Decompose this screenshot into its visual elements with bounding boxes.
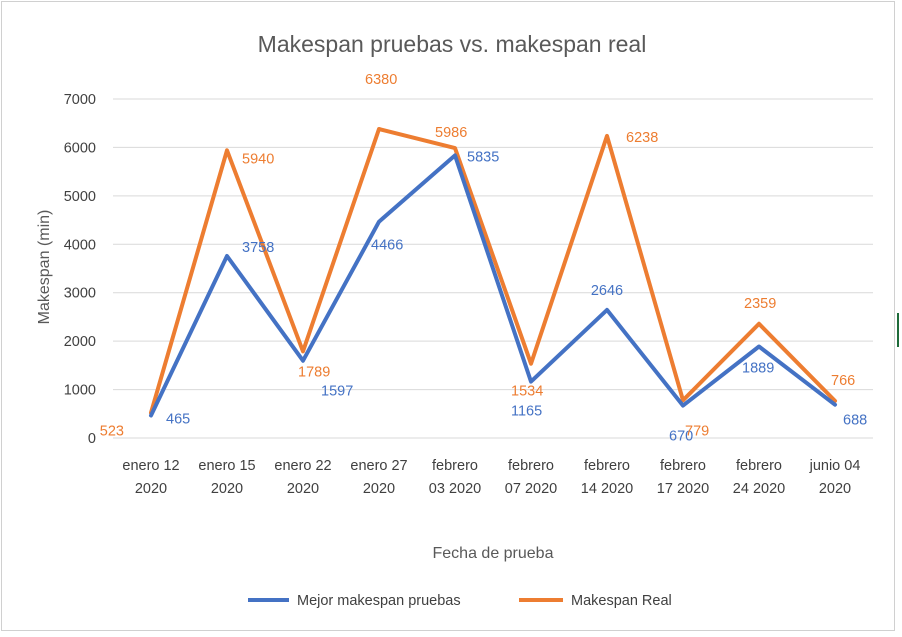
data-label: 6380	[365, 72, 397, 88]
x-tick-label: febrero 07 2020	[505, 458, 557, 497]
series-line-mejor-makespan	[149, 153, 837, 418]
data-label: 4466	[371, 238, 403, 254]
y-tick-label: 0	[88, 431, 96, 447]
y-tick-label: 1000	[64, 383, 96, 399]
data-label: 3758	[242, 240, 274, 256]
x-tick-labels: enero 12 2020 enero 15 2020 enero 22 2020 ener…	[122, 458, 860, 497]
data-label: 2646	[591, 283, 623, 299]
data-label: 670	[669, 429, 693, 445]
x-tick-label: junio 04 2020	[809, 458, 861, 497]
data-label: 1597	[321, 384, 353, 400]
data-label: 1534	[511, 384, 543, 400]
y-tick-label: 2000	[64, 334, 96, 350]
data-label: 688	[843, 413, 867, 429]
data-label: 6238	[626, 130, 658, 146]
data-label: 5986	[435, 125, 467, 141]
x-tick-label: febrero 03 2020	[429, 458, 481, 497]
x-axis-label: Fecha de prueba	[433, 545, 554, 562]
data-label: 1789	[298, 364, 330, 380]
data-label: 2359	[744, 296, 776, 312]
y-axis-label: Makespan (min)	[36, 210, 53, 325]
data-label: 5940	[242, 151, 274, 167]
y-tick-label: 4000	[64, 237, 96, 253]
legend-label: Makespan Real	[571, 593, 672, 609]
x-tick-label: enero 22 2020	[274, 458, 331, 497]
x-tick-label: febrero 14 2020	[581, 458, 633, 497]
chart-title: Makespan pruebas vs. makespan real	[258, 31, 647, 57]
data-label: 1889	[742, 361, 774, 377]
gridlines	[113, 98, 873, 439]
x-tick-label: febrero 17 2020	[657, 458, 709, 497]
data-label: 779	[685, 423, 709, 439]
y-tick-label: 6000	[64, 140, 96, 156]
y-tick-label: 5000	[64, 189, 96, 205]
data-labels: 465 3758 1597 4466 5835 1165 2646 670 1889 688 523…	[100, 72, 867, 445]
y-tick-label: 3000	[64, 286, 96, 302]
data-label: 523	[100, 424, 124, 440]
data-label: 5835	[467, 149, 499, 165]
y-tick-labels: 0 1000 2000 3000 4000 5000 6000 7000	[64, 92, 96, 447]
series-lines	[149, 127, 837, 418]
data-label: 465	[166, 411, 190, 427]
data-label: 766	[831, 373, 855, 389]
y-tick-label: 7000	[64, 92, 96, 108]
legend-label: Mejor makespan pruebas	[297, 593, 461, 609]
x-tick-label: febrero 24 2020	[733, 458, 785, 497]
x-tick-label: enero 27 2020	[350, 458, 407, 497]
series-line-makespan-real	[149, 127, 837, 415]
data-label: 1165	[511, 404, 542, 420]
legend: Mejor makespan pruebas Makespan Real	[248, 593, 672, 609]
x-tick-label: enero 15 2020	[198, 458, 255, 497]
edge-mark	[897, 313, 899, 347]
x-tick-label: enero 12 2020	[122, 458, 179, 497]
